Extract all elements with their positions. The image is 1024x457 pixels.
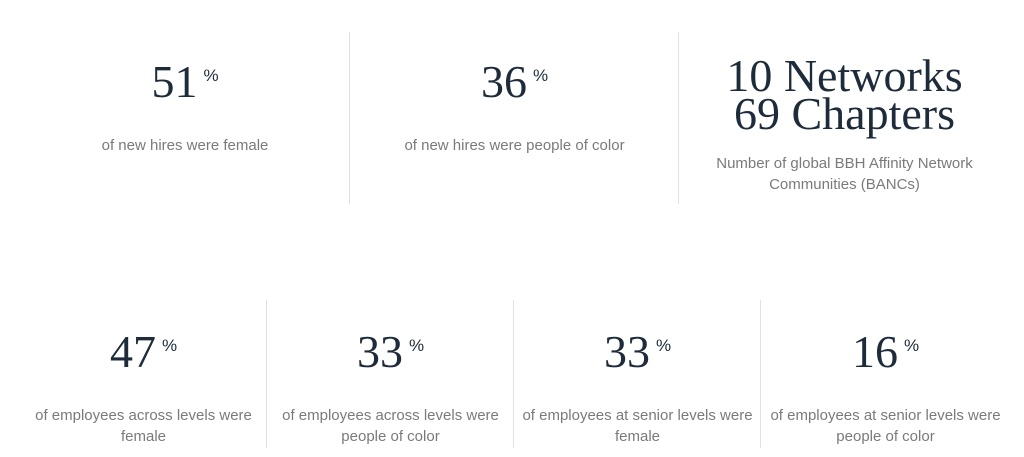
stat-value: 16: [851, 326, 898, 377]
stat-unit: %: [203, 66, 219, 85]
stat-description: of new hires were female: [101, 137, 269, 154]
stat-value: 36: [480, 56, 527, 107]
stat-unit: %: [408, 336, 425, 355]
divider: [513, 300, 514, 448]
stat-unit: %: [532, 66, 549, 85]
divider: [266, 300, 267, 448]
stat-description: of new hires were people of color: [404, 137, 625, 154]
stat-description: of employees across levels were female: [35, 407, 252, 445]
stat-value: 33: [356, 326, 403, 377]
stat-description: of employees at senior levels were femal…: [522, 407, 753, 445]
stat: 33% of employees across levels were peop…: [267, 323, 514, 447]
stat: 16% of employees at senior levels were p…: [761, 323, 1010, 447]
divider: [760, 300, 761, 448]
stat-description: of employees at senior levels were peopl…: [770, 407, 1001, 445]
stat: 33% of employees at senior levels were f…: [514, 323, 761, 447]
stat: 51% of new hires were female: [20, 53, 350, 156]
stat-description: Number of global BBH Affinity Network Co…: [716, 155, 973, 193]
stat: 47% of employees across levels were fema…: [20, 323, 267, 447]
stat: 10 Networks 69 Chapters Number of global…: [679, 50, 1010, 195]
stat-line: 10 Networks: [726, 50, 963, 101]
divider: [678, 32, 679, 204]
stat-unit: %: [655, 336, 672, 355]
stat-description: of employees across levels were people o…: [282, 407, 499, 445]
stat-line: 69 Chapters: [733, 88, 955, 139]
stat-unit: %: [903, 336, 920, 355]
stat-value: 47: [109, 326, 156, 377]
stat-value: 33: [603, 326, 650, 377]
stat-value: 51: [151, 56, 198, 107]
stat-unit: %: [161, 336, 178, 355]
divider: [349, 32, 350, 204]
stat: 36% of new hires were people of color: [350, 53, 679, 156]
